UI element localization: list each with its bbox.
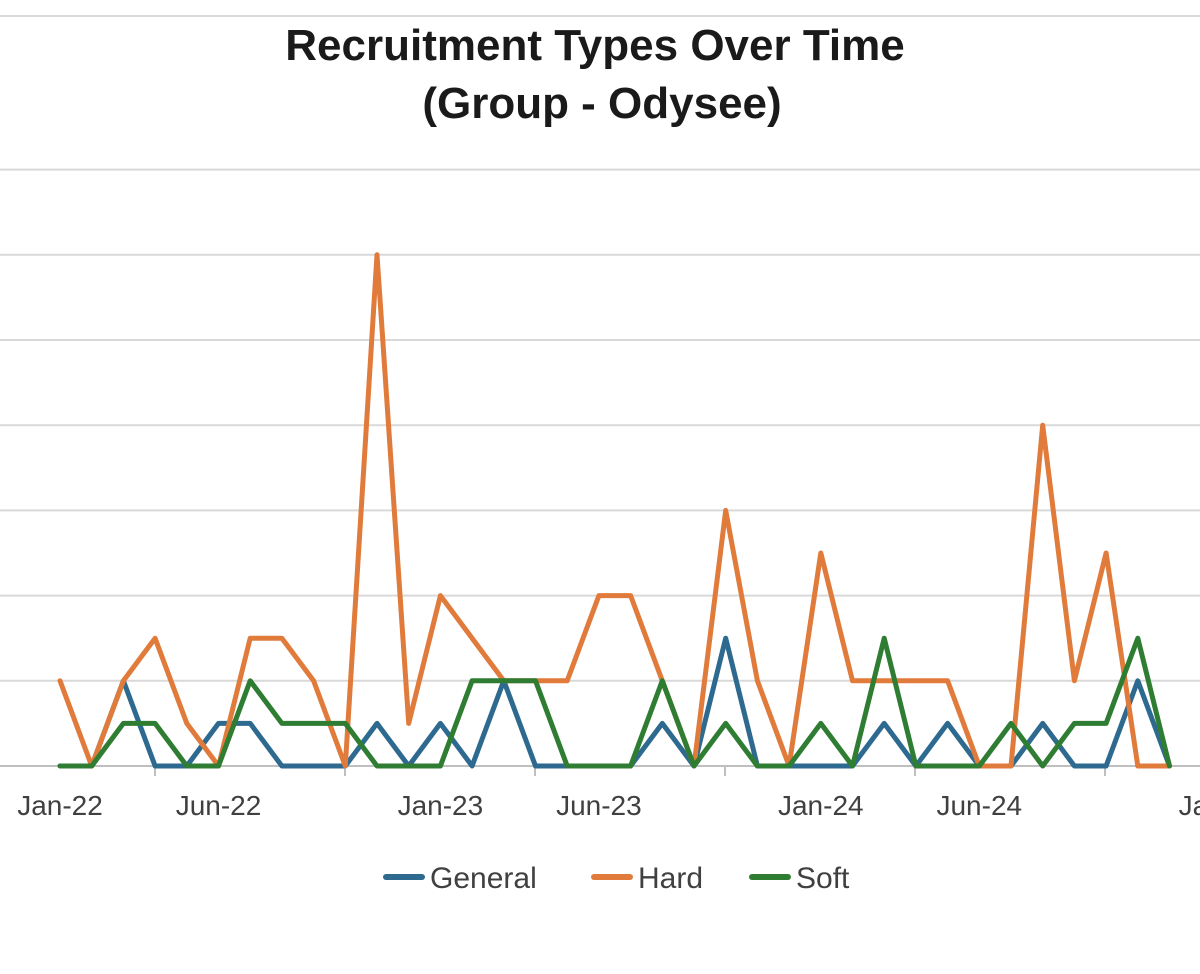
- legend: General Hard Soft: [383, 862, 850, 895]
- series-line-soft: [57, 635, 1172, 769]
- legend-item-general: General: [383, 862, 537, 895]
- x-tick-label: Jan-24: [778, 790, 864, 821]
- chart-title-text: Recruitment Types Over Time: [285, 21, 904, 70]
- series-lines: [57, 252, 1172, 769]
- chart-title: Recruitment Types Over Time (Group - Ody…: [285, 21, 904, 128]
- gridlines: [0, 15, 1200, 682]
- legend-label: Hard: [638, 862, 703, 895]
- x-tick-labels: Jan-22 Jun-22 Jan-23 Jun-23 Jan-24 Jun-24 Jan: [17, 790, 1200, 821]
- legend-label: General: [430, 862, 537, 895]
- x-tick-label: Jan-22: [17, 790, 103, 821]
- x-tick-label: Jun-23: [556, 790, 642, 821]
- series-line-hard: [57, 252, 1172, 769]
- x-tick-label: Jun-24: [936, 790, 1022, 821]
- x-tick-label: Jun-22: [176, 790, 262, 821]
- legend-label: Soft: [796, 862, 850, 895]
- chart-subtitle-text: (Group - Odysee): [422, 79, 781, 128]
- legend-item-soft: Soft: [749, 862, 850, 895]
- x-tick-label: Jan: [1179, 790, 1200, 821]
- x-tick-label: Jan-23: [398, 790, 484, 821]
- legend-item-hard: Hard: [591, 862, 703, 895]
